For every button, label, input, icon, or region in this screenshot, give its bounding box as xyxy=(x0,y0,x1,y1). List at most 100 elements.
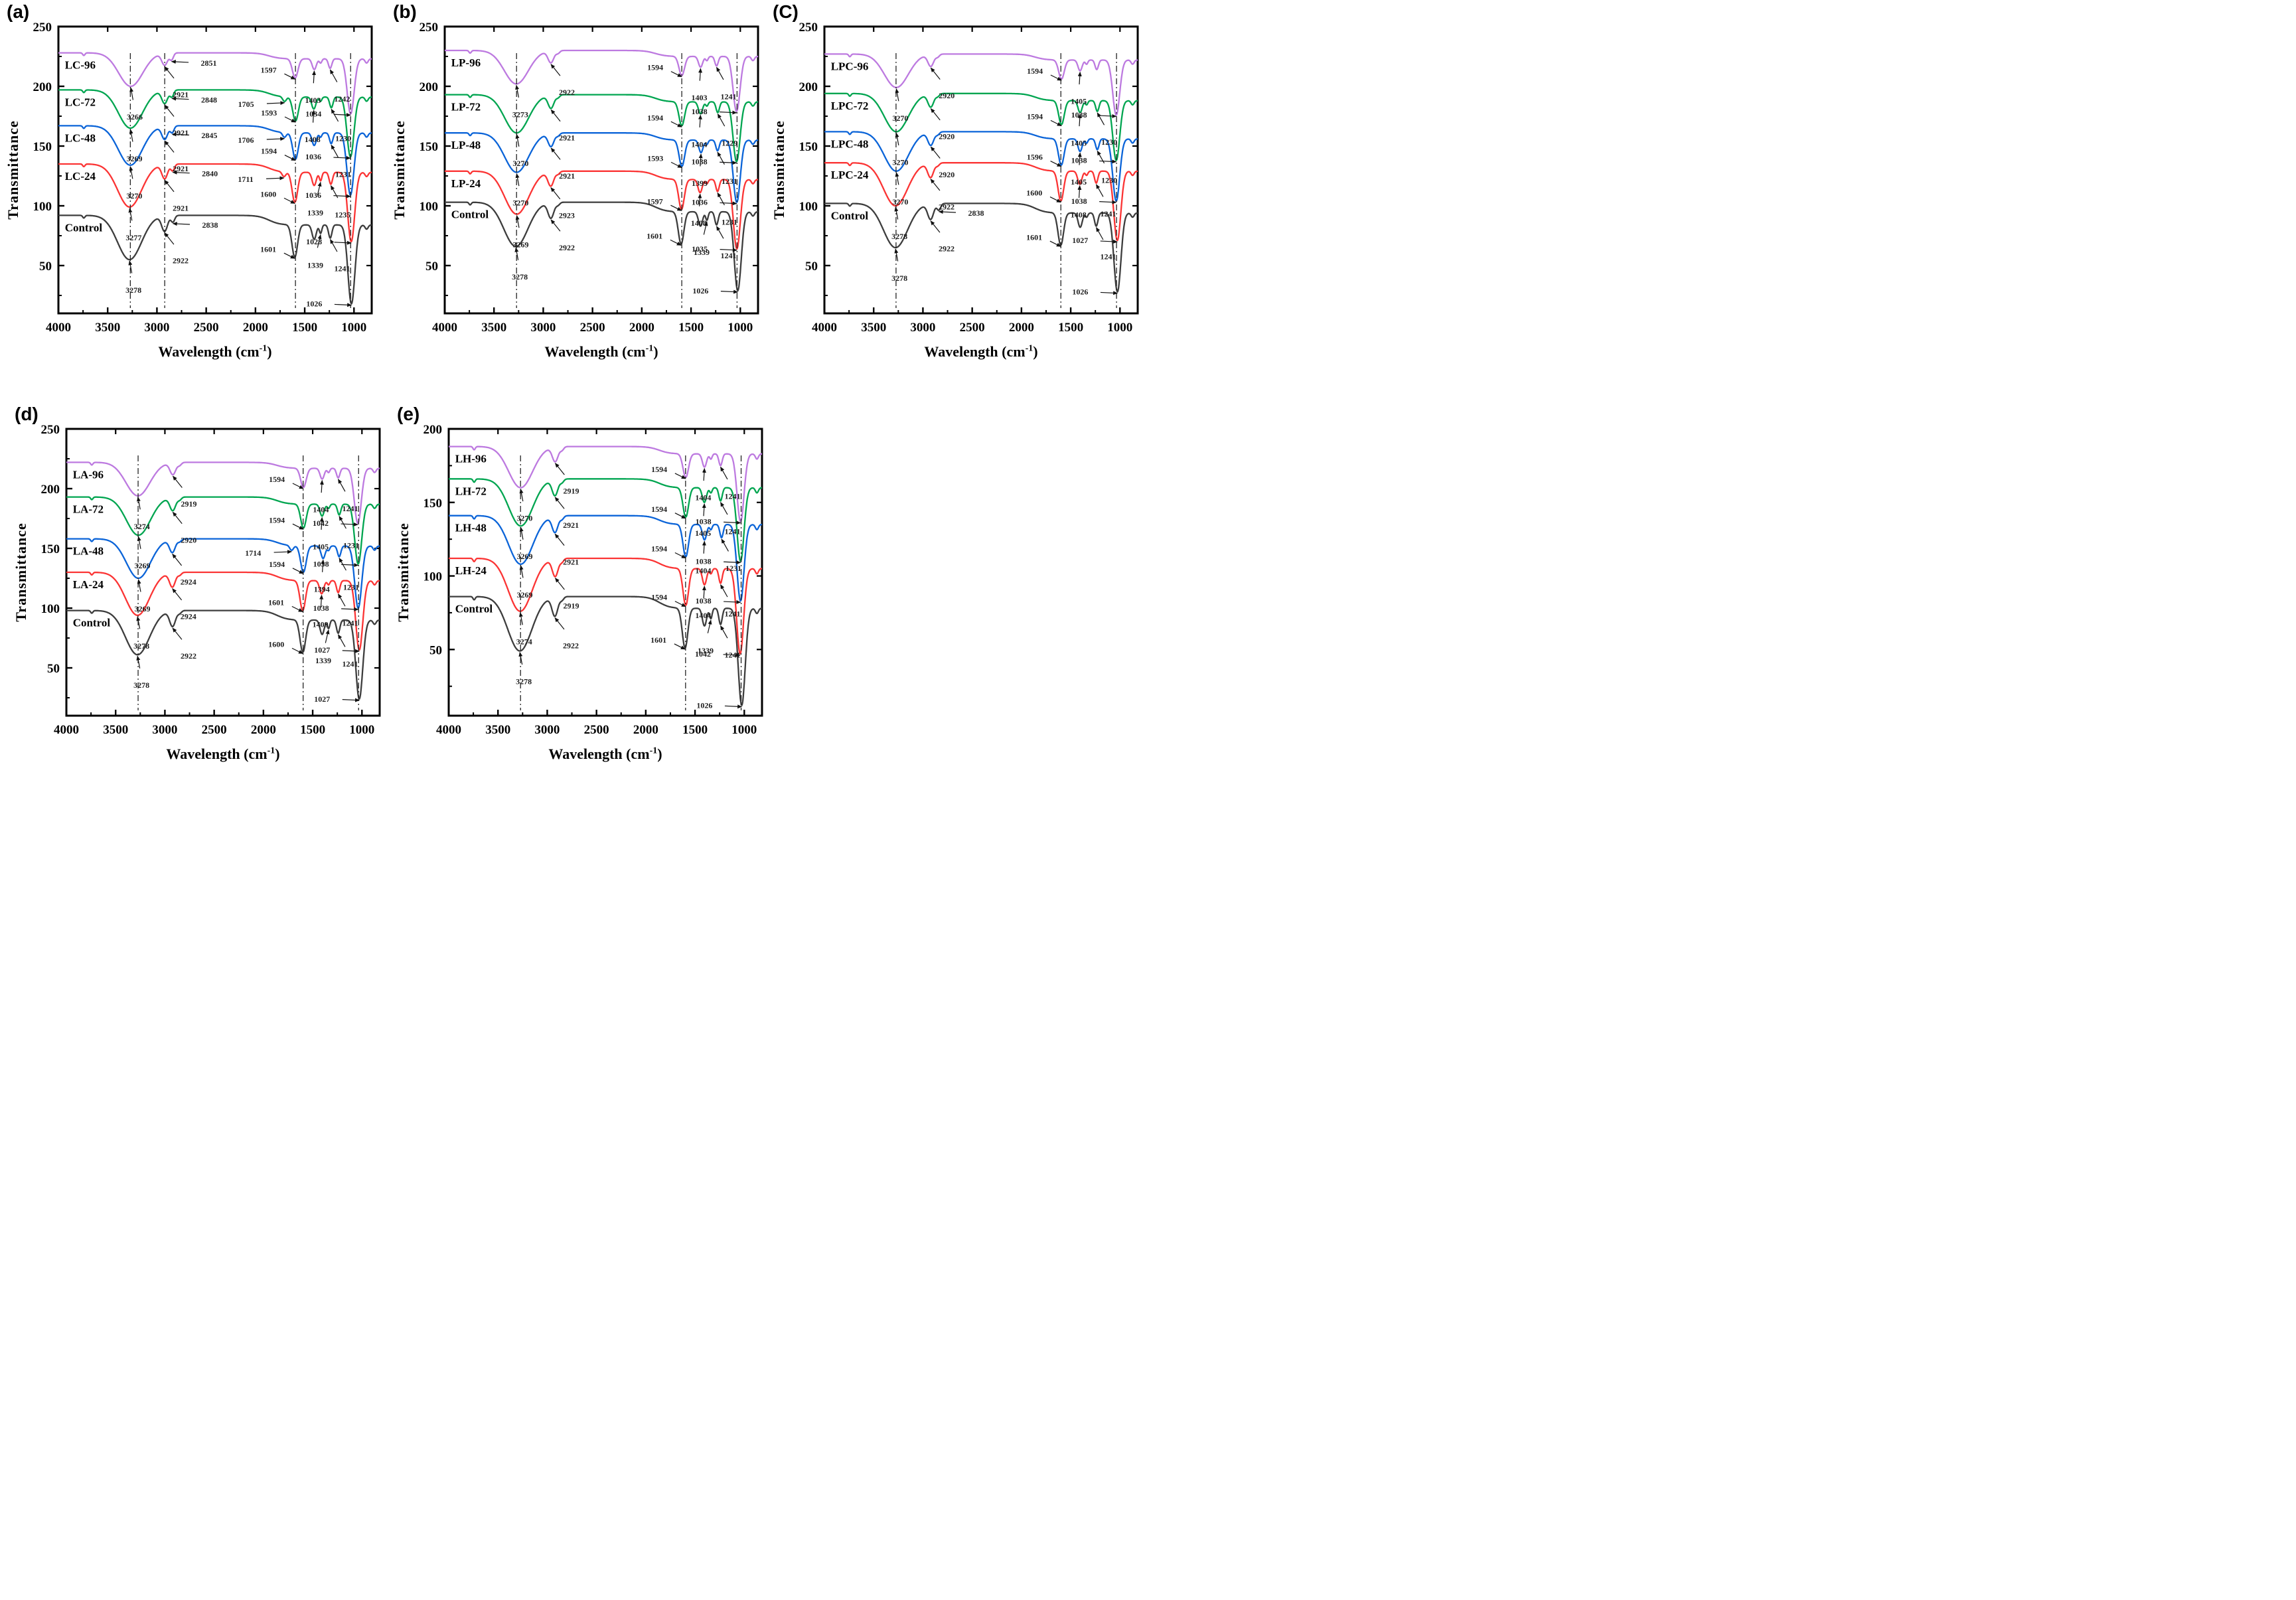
svg-text:2922: 2922 xyxy=(173,256,189,266)
x-axis-label-sup: -1 xyxy=(1025,343,1033,354)
svg-text:LPC-96: LPC-96 xyxy=(831,60,869,72)
svg-text:2920: 2920 xyxy=(181,535,196,544)
svg-text:2924: 2924 xyxy=(181,612,196,621)
svg-text:2500: 2500 xyxy=(202,723,227,737)
svg-text:1404: 1404 xyxy=(691,139,707,149)
x-axis-label: Wavelength (cm-1) xyxy=(445,343,758,360)
svg-text:1601: 1601 xyxy=(260,244,276,254)
spectra-curves xyxy=(448,445,763,706)
svg-text:2000: 2000 xyxy=(1009,321,1034,335)
svg-text:2922: 2922 xyxy=(559,88,575,97)
svg-text:1594: 1594 xyxy=(651,544,667,554)
svg-text:1408: 1408 xyxy=(305,135,321,144)
x-axis-label-close: ) xyxy=(653,343,658,360)
svg-text:3278: 3278 xyxy=(891,232,907,241)
axis: 4000 3500 3000 2500 2000 1500 1000 250 200 150 100… xyxy=(33,21,373,335)
x-axis-label-close: ) xyxy=(657,746,662,762)
panel-letter: (b) xyxy=(393,1,417,22)
svg-text:1711: 1711 xyxy=(238,175,253,184)
svg-text:1594: 1594 xyxy=(261,147,277,156)
svg-text:200: 200 xyxy=(41,483,60,497)
x-axis-label-text: Wavelength (cm xyxy=(166,746,268,762)
svg-text:2500: 2500 xyxy=(580,321,605,335)
svg-text:2921: 2921 xyxy=(563,557,579,566)
panel-a: (a) Transmittance 4000 3500 3000 2500 2000 15… xyxy=(3,1,385,400)
svg-text:1035: 1035 xyxy=(692,244,708,254)
svg-text:1405: 1405 xyxy=(1071,139,1087,148)
svg-text:LP-48: LP-48 xyxy=(451,139,481,151)
svg-text:1600: 1600 xyxy=(260,189,276,199)
svg-text:1231: 1231 xyxy=(722,177,737,186)
svg-text:2922: 2922 xyxy=(563,641,579,650)
spectrum-Control xyxy=(66,609,380,700)
svg-text:2921: 2921 xyxy=(173,128,189,137)
series-labels: LC-96 LC-72 LC-48 LC-24 Control xyxy=(65,59,103,234)
spectrum-LC-72 xyxy=(58,89,372,158)
svg-text:1241: 1241 xyxy=(335,264,350,274)
svg-text:3269: 3269 xyxy=(127,154,143,163)
svg-text:3269: 3269 xyxy=(517,552,533,561)
svg-text:2838: 2838 xyxy=(202,220,218,230)
spectrum-LC-24 xyxy=(58,163,372,242)
x-axis-label-text: Wavelength (cm xyxy=(544,343,646,360)
svg-text:1026: 1026 xyxy=(696,700,712,710)
svg-text:250: 250 xyxy=(41,423,60,437)
svg-text:3270: 3270 xyxy=(892,197,908,206)
panel-c: (C) Transmittance 4000 3500 3000 2500 2000 15… xyxy=(769,1,1151,400)
svg-text:LC-24: LC-24 xyxy=(65,170,96,183)
series-labels: LP-96 LP-72 LP-48 LP-24 Control xyxy=(451,56,489,221)
spectrum-LH-24 xyxy=(448,557,763,655)
peak-annotations: 3270 2920 1594 1405 1038 3270 2920 1594 1405 1230… xyxy=(891,66,1118,297)
spectrum-LH-96 xyxy=(448,445,763,522)
svg-text:1339: 1339 xyxy=(698,646,714,655)
svg-text:1230: 1230 xyxy=(335,133,351,143)
svg-text:150: 150 xyxy=(799,140,818,154)
svg-text:1339: 1339 xyxy=(694,248,710,257)
svg-text:4000: 4000 xyxy=(436,723,461,737)
spectrum-LPC-72 xyxy=(824,92,1138,161)
svg-text:4000: 4000 xyxy=(432,321,457,335)
svg-text:2921: 2921 xyxy=(559,171,575,181)
svg-text:2923: 2923 xyxy=(559,211,575,220)
svg-text:LC-96: LC-96 xyxy=(65,59,96,72)
svg-text:1241: 1241 xyxy=(725,609,741,619)
x-axis-label-text: Wavelength (cm xyxy=(924,343,1026,360)
svg-text:2921: 2921 xyxy=(173,164,189,173)
svg-text:1601: 1601 xyxy=(268,598,284,607)
svg-text:250: 250 xyxy=(420,21,439,35)
x-axis-label-sup: -1 xyxy=(649,746,658,756)
svg-text:LPC-48: LPC-48 xyxy=(831,137,869,150)
svg-text:1042: 1042 xyxy=(695,649,711,659)
svg-text:3278: 3278 xyxy=(516,677,532,686)
svg-text:2921: 2921 xyxy=(563,520,579,530)
spectrum-LA-72 xyxy=(66,496,380,565)
svg-text:1596: 1596 xyxy=(1027,153,1043,162)
guide-lines xyxy=(520,455,742,710)
spectrum-LA-24 xyxy=(66,571,380,651)
panel-letter: (e) xyxy=(397,404,420,424)
svg-text:1600: 1600 xyxy=(268,639,284,649)
svg-text:LP-72: LP-72 xyxy=(451,101,481,114)
spectra-plot: 4000 3500 3000 2500 2000 1500 1000 250 200 150 100… xyxy=(33,21,373,335)
svg-text:LH-96: LH-96 xyxy=(455,453,487,465)
svg-text:1231: 1231 xyxy=(343,541,359,550)
svg-text:1230: 1230 xyxy=(1101,137,1117,147)
svg-text:3270: 3270 xyxy=(892,157,908,167)
svg-text:1594: 1594 xyxy=(1027,112,1043,121)
svg-text:100: 100 xyxy=(799,200,818,214)
svg-text:2000: 2000 xyxy=(243,321,268,335)
svg-text:3274: 3274 xyxy=(516,637,532,647)
svg-text:LP-24: LP-24 xyxy=(451,177,481,190)
svg-text:2500: 2500 xyxy=(194,321,219,335)
svg-text:1241: 1241 xyxy=(343,659,358,669)
svg-text:1241: 1241 xyxy=(725,651,741,660)
svg-text:3500: 3500 xyxy=(95,321,120,335)
svg-text:1038: 1038 xyxy=(313,603,329,613)
svg-text:LC-48: LC-48 xyxy=(65,131,96,144)
svg-text:1404: 1404 xyxy=(313,505,329,515)
panel-e: (e) Transmittance 4000 3500 3000 2500 2000 15… xyxy=(393,404,775,802)
x-axis-label-sup: -1 xyxy=(267,746,275,756)
svg-text:1408: 1408 xyxy=(1071,210,1087,220)
svg-text:1026: 1026 xyxy=(306,299,322,309)
svg-text:3500: 3500 xyxy=(481,321,506,335)
